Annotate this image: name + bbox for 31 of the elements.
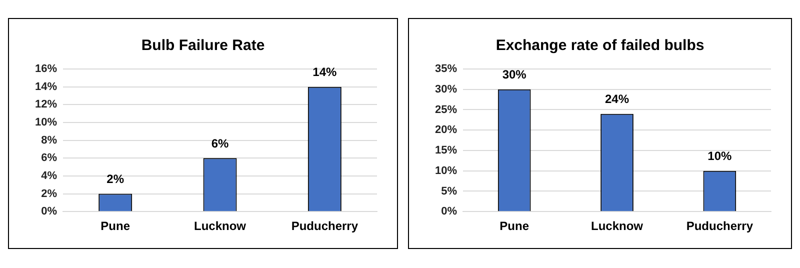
x-tick-label: Puducherry <box>686 219 754 234</box>
y-tick-label: 8% <box>41 134 58 146</box>
y-tick-label: 6% <box>41 152 58 164</box>
x-tick-label: Pune <box>100 219 130 234</box>
data-label: 2% <box>106 172 124 186</box>
x-tick-label: Pune <box>500 219 530 234</box>
data-label: 10% <box>708 149 732 164</box>
data-label: 30% <box>502 68 527 82</box>
y-tick-label: 10% <box>34 116 58 129</box>
data-label: 14% <box>312 65 337 80</box>
data-label: 6% <box>211 136 230 150</box>
y-tick-label: 4% <box>41 170 58 182</box>
y-tick-label: 0% <box>41 206 58 218</box>
chart-title: Exchange rate of failed bulbs <box>496 37 704 54</box>
y-tick-label: 25% <box>434 104 458 116</box>
data-label: 24% <box>604 92 630 106</box>
x-tick-label: Lucknow <box>194 219 247 234</box>
y-tick-label: 16% <box>34 63 58 76</box>
y-tick-label: 10% <box>434 164 458 177</box>
y-tick-label: 20% <box>434 124 458 136</box>
y-tick-label: 12% <box>34 98 58 111</box>
y-tick-label: 15% <box>434 144 458 157</box>
y-tick-label: 30% <box>434 83 458 96</box>
y-tick-label: 35% <box>434 63 458 76</box>
x-tick-label: Puducherry <box>291 219 358 234</box>
chart-title: Bulb Failure Rate <box>141 37 265 54</box>
y-tick-label: 0% <box>441 206 458 218</box>
x-tick-label: Lucknow <box>591 219 644 234</box>
y-tick-label: 2% <box>41 188 58 200</box>
y-tick-label: 14% <box>34 80 58 93</box>
y-tick-label: 5% <box>441 185 458 198</box>
